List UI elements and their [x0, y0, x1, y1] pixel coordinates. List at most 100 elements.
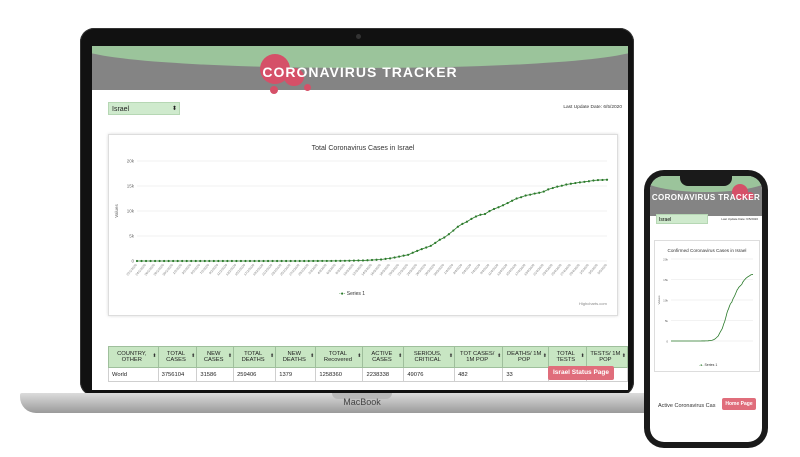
data-point[interactable] [271, 259, 274, 263]
data-point[interactable] [574, 181, 577, 185]
data-point[interactable] [533, 192, 536, 195]
data-point[interactable] [194, 259, 197, 263]
data-point[interactable] [185, 259, 188, 263]
data-point[interactable] [524, 194, 527, 197]
data-point[interactable] [474, 215, 478, 218]
data-point[interactable] [569, 182, 572, 185]
data-point[interactable] [547, 188, 550, 191]
column-header[interactable]: NEW CASES ⬍ [196, 346, 235, 368]
chart-credits[interactable]: Highcharts.com [579, 301, 607, 306]
data-point[interactable] [239, 259, 243, 263]
data-point[interactable] [266, 259, 270, 263]
sort-icon[interactable]: ⬍ [310, 353, 315, 359]
data-point[interactable] [334, 259, 337, 262]
data-point[interactable] [181, 259, 184, 263]
sort-icon[interactable]: ⬍ [448, 353, 454, 359]
data-point[interactable] [140, 259, 143, 263]
sort-icon[interactable]: ⬍ [270, 353, 275, 359]
data-point[interactable] [470, 217, 473, 220]
data-point[interactable] [465, 220, 469, 223]
data-point[interactable] [583, 180, 586, 183]
data-point[interactable] [203, 259, 206, 263]
sort-icon[interactable]: ⬍ [191, 353, 196, 359]
data-point[interactable] [452, 229, 455, 232]
data-point[interactable] [321, 259, 324, 263]
data-point[interactable] [492, 207, 496, 211]
data-point[interactable] [520, 196, 523, 199]
data-point[interactable] [407, 253, 410, 256]
data-point[interactable] [298, 259, 301, 263]
column-header[interactable]: SERIOUS, CRITICAL ⬍ [403, 346, 456, 368]
data-point[interactable] [411, 251, 414, 254]
chart-legend[interactable]: -●- Series 1 [339, 291, 365, 297]
data-point[interactable] [601, 178, 604, 182]
data-point[interactable] [416, 249, 419, 252]
column-header[interactable]: TOTAL DEATHS ⬍ [233, 346, 277, 368]
data-point[interactable] [510, 199, 514, 202]
data-point[interactable] [172, 259, 175, 263]
sort-icon[interactable]: ⬍ [497, 353, 502, 359]
data-point[interactable] [515, 197, 518, 200]
data-point[interactable] [497, 206, 500, 209]
data-point[interactable] [429, 244, 432, 247]
data-point[interactable] [208, 259, 211, 263]
data-point[interactable] [343, 259, 346, 262]
data-point[interactable] [402, 254, 405, 257]
data-point[interactable] [488, 210, 491, 213]
data-point[interactable] [357, 259, 360, 262]
data-point[interactable] [280, 259, 283, 263]
data-point[interactable] [456, 225, 459, 228]
phone-chart-legend[interactable]: -●- Series 1 [699, 363, 717, 367]
data-point[interactable] [230, 259, 234, 263]
data-point[interactable] [253, 259, 256, 263]
data-point[interactable] [461, 222, 464, 225]
data-point[interactable] [479, 213, 482, 216]
sort-icon[interactable]: ⬍ [227, 353, 233, 359]
home-page-button[interactable]: Home Page [722, 398, 756, 410]
data-point[interactable] [348, 259, 351, 262]
data-point[interactable] [226, 259, 229, 263]
sort-icon[interactable]: ⬍ [542, 353, 547, 359]
data-point[interactable] [366, 259, 369, 262]
data-point[interactable] [303, 259, 306, 263]
data-point[interactable] [506, 201, 509, 205]
data-point[interactable] [307, 259, 310, 263]
data-point[interactable] [370, 258, 374, 262]
column-header[interactable]: DEATHS/ 1M POP ⬍ [502, 346, 549, 368]
column-header[interactable]: COUNTRY, OTHER ⬍ [108, 346, 159, 368]
data-point[interactable] [149, 259, 152, 263]
data-point[interactable] [316, 259, 319, 263]
data-point[interactable] [393, 256, 396, 259]
data-point[interactable] [221, 259, 224, 263]
data-point[interactable] [275, 259, 279, 263]
sort-icon[interactable]: ⬍ [357, 353, 362, 359]
data-point[interactable] [330, 259, 333, 263]
data-point[interactable] [434, 241, 437, 245]
data-point[interactable] [176, 259, 179, 263]
data-point[interactable] [438, 238, 441, 241]
data-point[interactable] [361, 259, 365, 262]
data-point[interactable] [153, 259, 157, 263]
data-point[interactable] [217, 259, 220, 263]
data-point[interactable] [289, 259, 292, 263]
data-point[interactable] [551, 186, 554, 190]
data-point[interactable] [592, 179, 595, 182]
data-point[interactable] [163, 259, 166, 263]
data-point[interactable] [190, 259, 193, 263]
data-point[interactable] [244, 259, 247, 263]
data-point[interactable] [375, 258, 378, 261]
israel-status-button[interactable]: Israel Status Page [548, 366, 614, 380]
data-point[interactable] [339, 259, 342, 262]
data-point[interactable] [199, 259, 202, 263]
data-point[interactable] [248, 259, 252, 263]
data-point[interactable] [212, 259, 215, 263]
data-point[interactable] [144, 259, 148, 263]
column-header[interactable]: NEW DEATHS ⬍ [275, 346, 317, 368]
data-point[interactable] [565, 183, 568, 186]
column-header[interactable]: TESTS/ 1M POP ⬍ [585, 346, 628, 368]
data-point[interactable] [443, 236, 446, 239]
data-point[interactable] [384, 257, 387, 260]
column-header[interactable]: TOTAL CASES ⬍ [157, 346, 198, 368]
sort-icon[interactable]: ⬍ [580, 353, 585, 359]
data-point[interactable] [425, 246, 428, 249]
